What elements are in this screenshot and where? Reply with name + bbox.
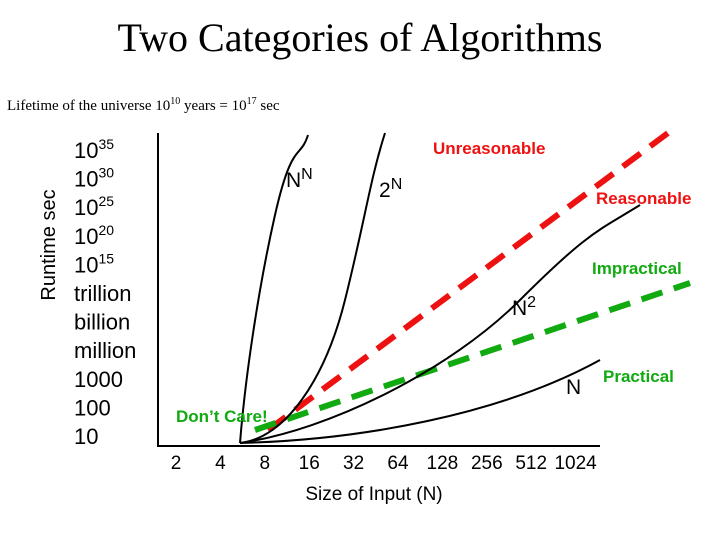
divider-reasonable-vs-unreasonable: [266, 130, 670, 433]
y-tick-base: million: [74, 338, 136, 363]
lifetime-suffix: sec: [256, 98, 280, 114]
y-tick-label: 1025: [74, 193, 114, 220]
y-tick-label: trillion: [74, 281, 131, 306]
y-tick-base: 10: [74, 424, 98, 449]
x-tick-label: 2: [171, 453, 182, 474]
x-tick-label: 16: [299, 453, 320, 474]
annotation-dont-care: Don’t Care!: [176, 407, 268, 426]
y-tick-base: billion: [74, 310, 130, 335]
curve-label-base: N: [566, 376, 581, 399]
annotation-practical: Practical: [603, 367, 674, 386]
y-tick-label: 10: [74, 424, 98, 449]
y-tick-base: 10: [74, 138, 98, 163]
slide-title: Two Categories of Algorithms: [117, 15, 603, 60]
region-annotations: Unreasonable Reasonable Impractical Practic…: [176, 139, 691, 426]
x-tick-label: 512: [515, 453, 547, 474]
y-tick-exp: 20: [98, 222, 114, 238]
y-tick-label: 1000: [74, 367, 123, 392]
x-tick-label: 256: [471, 453, 503, 474]
lifetime-exp-years: 10: [170, 96, 181, 107]
x-axis-title: Size of Input (N): [305, 484, 442, 505]
curve-label: NN: [286, 166, 313, 192]
curve-label-base: N: [512, 297, 527, 320]
annotation-impractical: Impractical: [592, 259, 682, 278]
y-tick-labels: 10351030102510201015trillionbillionmilli…: [74, 136, 136, 449]
curve-n: [239, 359, 601, 444]
y-tick-label: 1030: [74, 165, 114, 192]
annotation-unreasonable: Unreasonable: [433, 139, 545, 158]
y-tick-label: 100: [74, 395, 111, 420]
dividers: [254, 130, 691, 433]
curve-n-pow-n: [239, 134, 309, 444]
curve-label-base: N: [286, 169, 301, 192]
curve-n-pow-2: [239, 204, 641, 444]
y-tick-base: 10: [74, 224, 98, 249]
curve-2-pow-n: [239, 132, 386, 444]
curve-label-exp: N: [391, 176, 403, 193]
x-tick-label: 8: [260, 453, 271, 474]
y-tick-label: million: [74, 338, 136, 363]
y-tick-base: 10: [74, 195, 98, 220]
y-tick-base: trillion: [74, 281, 131, 306]
annotation-reasonable: Reasonable: [596, 189, 691, 208]
y-tick-exp: 15: [98, 250, 114, 266]
y-tick-label: 1035: [74, 136, 114, 163]
y-tick-base: 100: [74, 395, 111, 420]
x-tick-label: 32: [343, 453, 364, 474]
lifetime-prefix: Lifetime of the universe 10: [7, 98, 171, 114]
divider-practical-vs-impractical: [254, 280, 691, 433]
curves: [239, 132, 641, 444]
x-tick-label: 4: [215, 453, 226, 474]
x-tick-label: 1024: [554, 453, 597, 474]
curve-label: N2: [512, 294, 536, 320]
y-tick-base: 1000: [74, 367, 123, 392]
x-tick-label: 64: [387, 453, 409, 474]
curve-label: N: [566, 376, 581, 399]
y-tick-exp: 25: [98, 193, 114, 209]
x-tick-labels: 2 4 8 16 32 64 128 256 512 1024: [171, 453, 597, 474]
y-tick-label: billion: [74, 310, 130, 335]
y-tick-label: 1015: [74, 250, 114, 277]
y-tick-label: 1020: [74, 222, 114, 249]
y-tick-exp: 30: [98, 165, 114, 181]
y-tick-base: 10: [74, 252, 98, 277]
curve-label-exp: 2: [527, 294, 536, 311]
y-tick-base: 10: [74, 167, 98, 192]
curve-label-base: 2: [379, 179, 391, 202]
y-axis-title: Runtime sec: [38, 189, 60, 300]
y-tick-exp: 35: [98, 136, 114, 152]
curve-label: 2N: [379, 176, 402, 202]
lifetime-note: Lifetime of the universe 1010 years = 10…: [7, 96, 280, 115]
lifetime-exp-seconds: 17: [246, 96, 257, 107]
lifetime-middle: years = 10: [180, 98, 247, 114]
curve-label-exp: N: [301, 166, 313, 183]
x-tick-label: 128: [427, 453, 459, 474]
